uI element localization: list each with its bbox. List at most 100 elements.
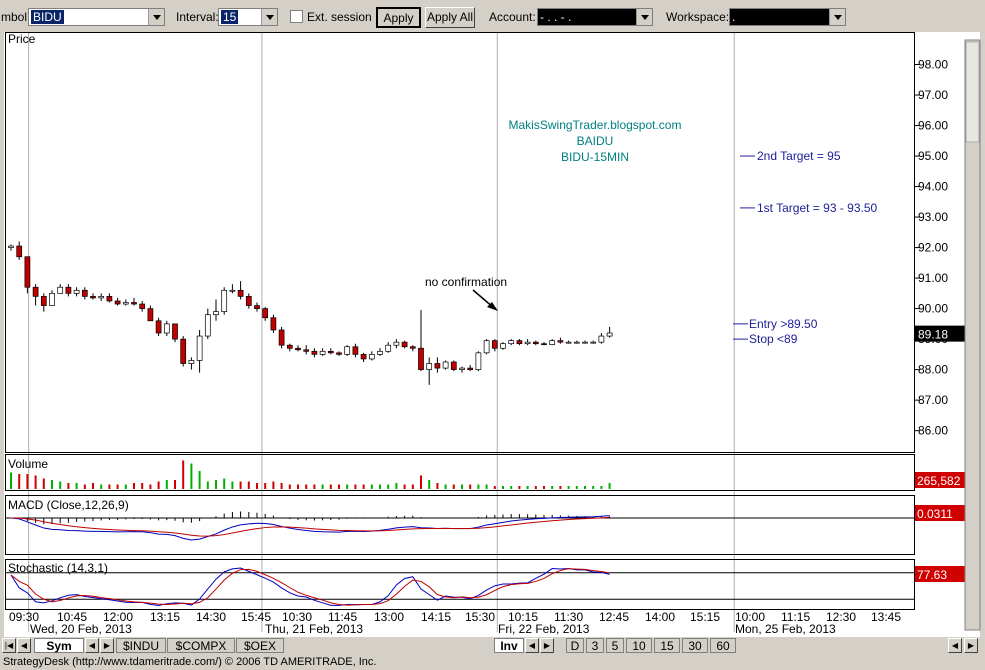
candle xyxy=(508,339,515,346)
apply-button[interactable]: Apply xyxy=(376,7,421,28)
volume-bar xyxy=(551,486,554,489)
arrow-head-icon xyxy=(487,302,498,311)
volume-bar xyxy=(141,483,144,489)
y-tick-label: 88.00 xyxy=(918,363,948,377)
account-combo[interactable]: - . . - . xyxy=(537,8,653,26)
candle xyxy=(516,339,523,346)
tab-indu[interactable]: $INDU xyxy=(116,638,166,653)
candle xyxy=(90,293,96,300)
x-tick-label: 13:45 xyxy=(871,610,901,624)
volume-bar xyxy=(198,471,201,489)
volume-bar xyxy=(575,486,578,489)
tab-bar: |◀ ◀ Sym ◀ ▶ $INDU $COMPX $OEX Inv ◀ ▶ D… xyxy=(0,637,985,655)
volume-bar xyxy=(18,474,21,489)
symbol-value[interactable]: BIDU xyxy=(31,10,64,24)
stochastic-k-line xyxy=(10,567,610,607)
candle xyxy=(49,290,55,306)
tab-interval-15[interactable]: 15 xyxy=(654,638,680,653)
volume-bar xyxy=(428,480,431,489)
tab-interval-10[interactable]: 10 xyxy=(626,638,652,653)
stochastic-last-label: 77.63 xyxy=(917,568,947,582)
x-tick-label: 10:15 xyxy=(508,610,538,624)
stochastic-last-box xyxy=(915,566,978,582)
volume-bar xyxy=(42,478,45,489)
next-icon[interactable]: ▶ xyxy=(100,638,114,653)
candle xyxy=(327,348,334,355)
candle xyxy=(8,244,14,251)
ext-session-checkbox[interactable] xyxy=(290,10,303,23)
tab-interval-5[interactable]: 5 xyxy=(606,638,624,653)
scrollbar[interactable] xyxy=(964,39,981,631)
scrollbar-thumb[interactable] xyxy=(965,41,980,143)
volume-bar xyxy=(338,484,340,489)
volume-bar xyxy=(133,483,135,489)
tab-interval-d[interactable]: D xyxy=(566,638,584,653)
x-tick-label: 10:45 xyxy=(57,610,87,624)
volume-bar xyxy=(362,484,365,489)
y-tick-label: 98.00 xyxy=(918,58,948,72)
candle xyxy=(491,339,498,352)
candle xyxy=(122,299,129,306)
candle xyxy=(139,300,146,312)
next-icon[interactable]: ▶ xyxy=(540,638,554,653)
scroll-left-icon[interactable]: ◀ xyxy=(948,638,962,653)
volume-bar xyxy=(174,480,176,489)
candle xyxy=(16,241,23,260)
interval-combo[interactable]: 15 xyxy=(218,8,278,26)
first-icon[interactable]: |◀ xyxy=(2,638,16,653)
interval-value[interactable]: 15 xyxy=(221,10,239,24)
chevron-down-icon[interactable] xyxy=(148,9,164,25)
candle xyxy=(582,340,588,344)
volume-bar xyxy=(346,484,349,489)
symbol-combo[interactable]: BIDU xyxy=(28,8,165,26)
prev-icon[interactable]: ◀ xyxy=(525,638,539,653)
prev-icon[interactable]: ◀ xyxy=(85,638,99,653)
candle xyxy=(385,342,392,353)
volume-panel-title: Volume xyxy=(8,457,48,471)
y-tick-label: 91.00 xyxy=(918,271,948,285)
tab-interval-60[interactable]: 60 xyxy=(710,638,736,653)
workspace-combo[interactable]: . xyxy=(729,8,846,26)
tab-sym[interactable]: Sym xyxy=(34,638,84,653)
volume-bar xyxy=(223,478,226,489)
tab-compx[interactable]: $COMPX xyxy=(167,638,235,653)
scroll-right-icon[interactable]: ▶ xyxy=(964,638,978,653)
prev-icon[interactable]: ◀ xyxy=(17,638,31,653)
workspace-label: Workspace: xyxy=(666,10,730,24)
date-label: Mon, 25 Feb, 2013 xyxy=(735,622,836,636)
y-tick-label: 97.00 xyxy=(918,88,948,102)
volume-bar xyxy=(485,484,488,489)
volume-bar xyxy=(329,484,332,489)
candle xyxy=(500,342,506,350)
candle xyxy=(295,345,301,352)
volume-bar xyxy=(510,486,513,489)
volume-bar xyxy=(51,480,53,489)
tab-inv[interactable]: Inv xyxy=(494,638,524,653)
status-bar: StrategyDesk (http://www.tdameritrade.co… xyxy=(3,656,377,668)
volume-bar xyxy=(567,486,570,489)
volume-bar xyxy=(116,484,119,489)
x-tick-label: 10:30 xyxy=(282,610,312,624)
candle xyxy=(459,366,465,373)
candle xyxy=(434,357,441,373)
macd-signal-line xyxy=(10,516,610,537)
chevron-down-icon[interactable] xyxy=(261,9,277,25)
volume-bar xyxy=(313,484,316,489)
candle xyxy=(237,281,244,300)
tab-oex[interactable]: $OEX xyxy=(236,638,284,653)
chevron-down-icon[interactable] xyxy=(636,9,652,25)
level-target2-label: 2nd Target = 95 xyxy=(757,149,841,163)
candle xyxy=(598,333,605,344)
volume-bar xyxy=(280,483,283,489)
chevron-down-icon[interactable] xyxy=(829,9,845,25)
tab-interval-3[interactable]: 3 xyxy=(586,638,604,653)
volume-bar xyxy=(297,484,299,489)
volume-bar xyxy=(420,475,422,489)
tab-interval-30[interactable]: 30 xyxy=(682,638,708,653)
candle xyxy=(360,352,367,362)
apply-all-button[interactable]: Apply All xyxy=(425,7,475,28)
level-stop-label: Stop <89 xyxy=(749,332,798,346)
candle xyxy=(65,284,72,297)
volume-bar xyxy=(100,484,103,489)
x-tick-label: 15:45 xyxy=(241,610,271,624)
